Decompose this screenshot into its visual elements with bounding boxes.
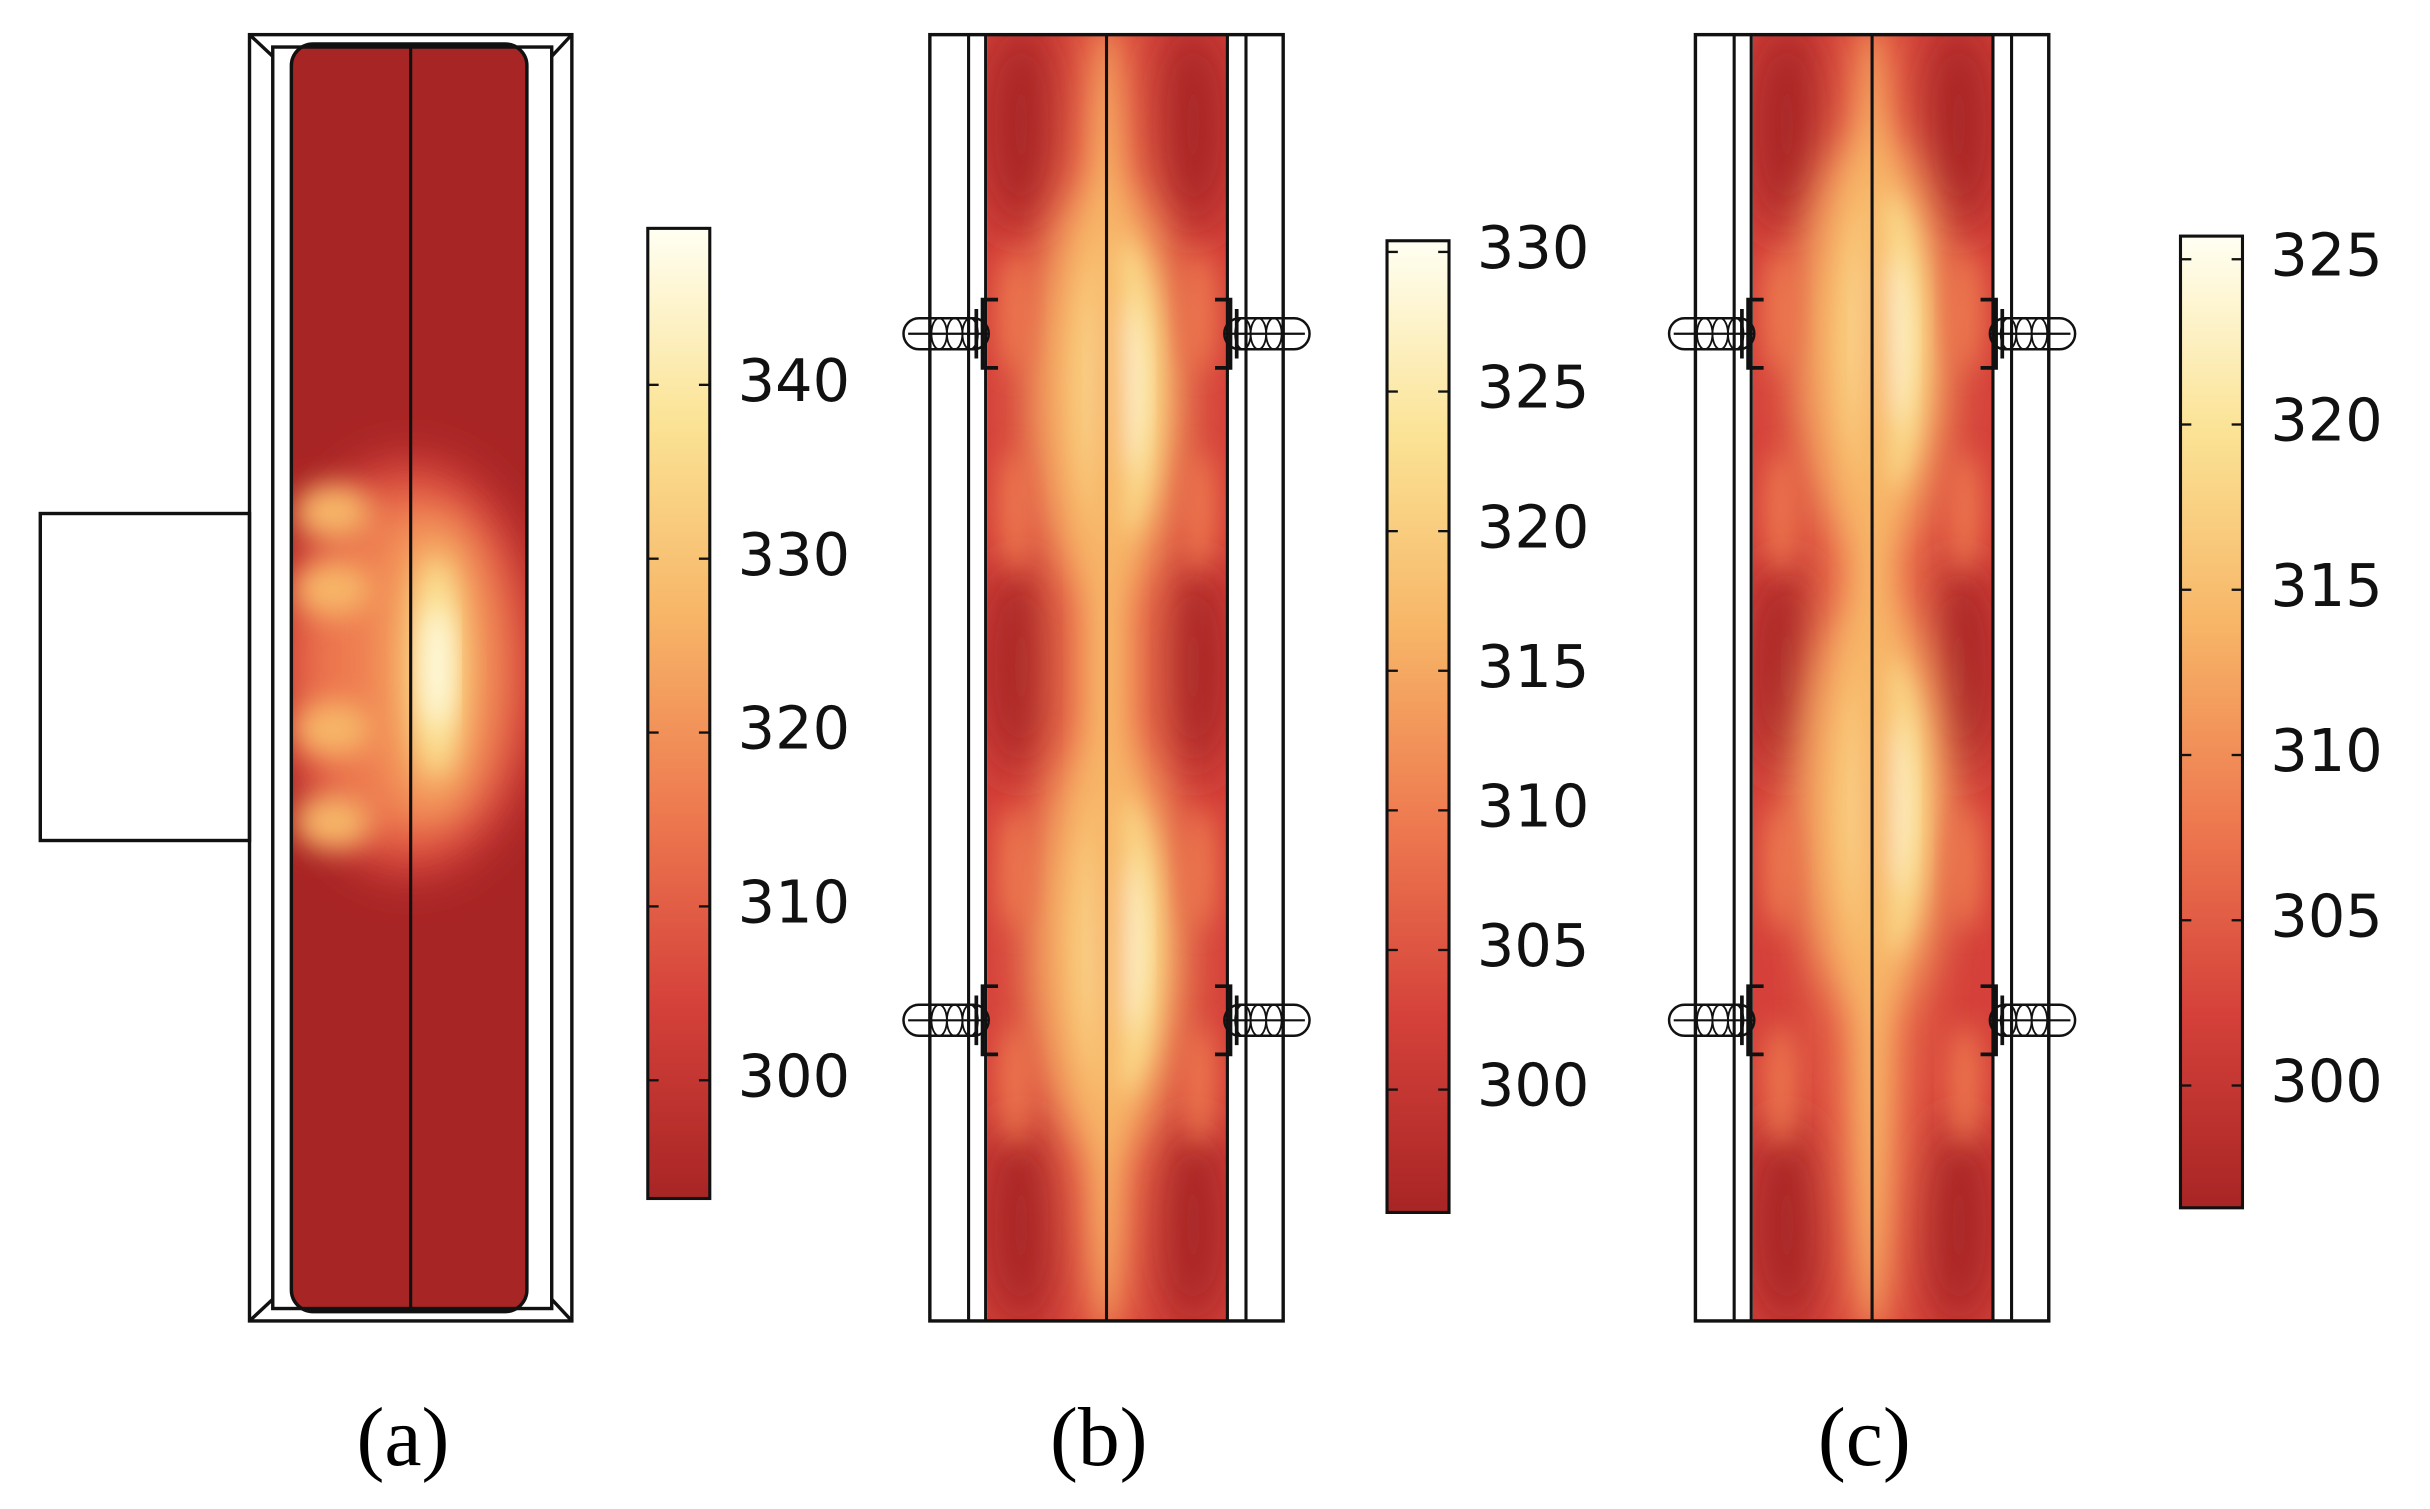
bolt [1215,297,1311,370]
colorbar-tick-label: 330 [1477,213,1589,282]
colorbar-tick-label: 340 [738,346,850,415]
colorbar [1385,239,1451,1214]
bolt [1667,297,1764,370]
bolt [902,297,999,370]
colorbar-tick-label: 315 [2270,551,2382,620]
colorbar-tick-label: 320 [1477,492,1589,561]
colorbar-tick-label: 310 [738,868,850,937]
colorbar-tick-label: 300 [1477,1051,1589,1120]
frame [928,32,1285,1323]
panel: 300 305 310 315 320 325 330 (b) [902,32,1589,1484]
cylinder [289,42,529,1314]
bolt [1215,984,1311,1057]
frame [1693,32,2051,1323]
colorbar-tick-label: 330 [738,520,850,589]
colorbar-tick-label: 320 [2270,386,2382,455]
bolt [1980,297,2077,370]
panel-label: (c) [1818,1391,1911,1484]
bolt [902,984,999,1057]
panel-label: (b) [1050,1391,1148,1484]
colorbar-tick-label: 310 [2270,716,2382,785]
colorbar [646,226,712,1201]
colorbar-tick-label: 300 [2270,1047,2382,1116]
colorbar-tick-label: 325 [2270,220,2382,289]
bolt [1667,984,1764,1057]
colorbar [2178,234,2245,1210]
housing-edge [248,33,574,1323]
colorbar-tick-label: 300 [738,1041,850,1110]
bolt [1980,984,2077,1057]
panel: 300 305 310 315 320 325 (c) [1667,32,2383,1484]
colorbar-tick-label: 305 [2270,881,2382,950]
panel: 300 310 320 330 340 (a) [38,32,850,1484]
colorbar-tick-label: 315 [1477,632,1589,701]
colorbar-tick-label: 325 [1477,353,1589,422]
colorbar-tick-label: 305 [1477,911,1589,980]
housing-inner [271,45,554,1311]
side-box [38,511,252,843]
panel-label: (a) [356,1391,449,1484]
colorbar-tick-label: 320 [738,694,850,763]
colorbar-tick-label: 310 [1477,771,1589,840]
